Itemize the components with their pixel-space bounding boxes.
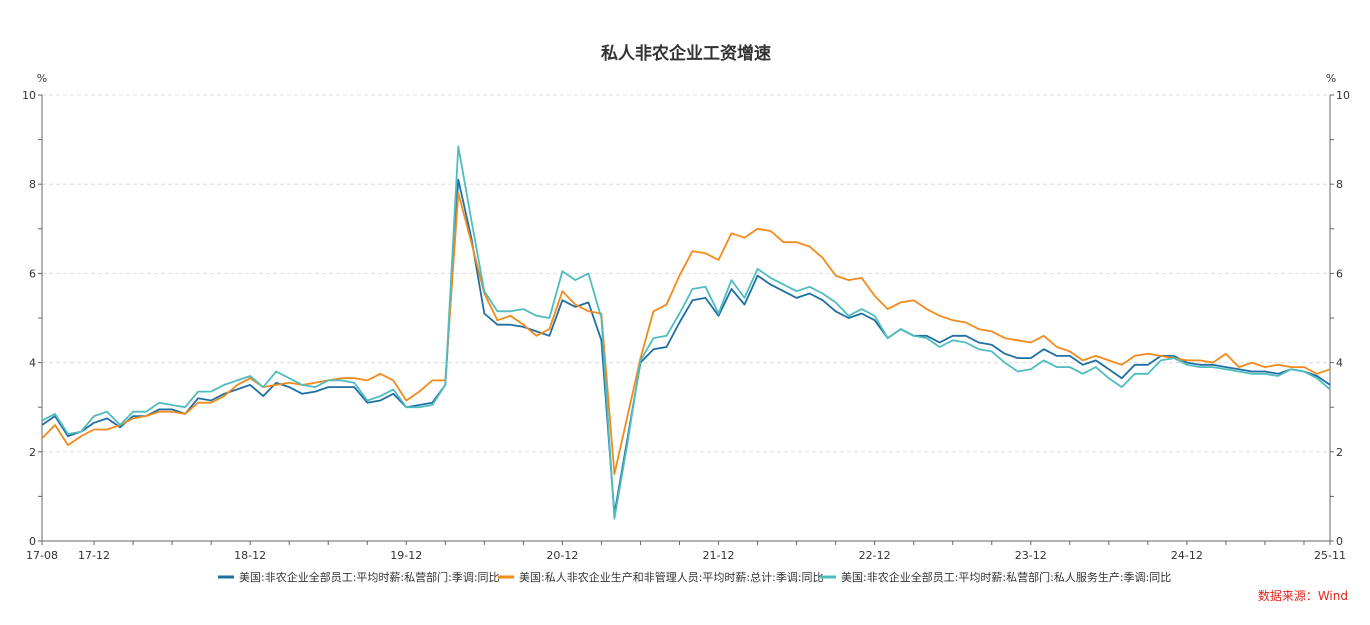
x-tick-label: 22-12 — [859, 549, 891, 562]
y-tick-label-left: 0 — [29, 535, 36, 548]
y-tick-label-right: 10 — [1336, 89, 1350, 102]
x-tick-label: 25-11 — [1314, 549, 1346, 562]
x-tick-label: 19-12 — [390, 549, 422, 562]
x-tick-label: 23-12 — [1015, 549, 1047, 562]
axes: 0 0 2 2 4 4 6 6 8 8 10 10 17-08 17-12 18-12 19-12 20-12 2… — [22, 89, 1350, 562]
series-line-1 — [41, 178, 1331, 516]
y-tick-label-left: 6 — [29, 267, 36, 280]
legend: 美国:非农企业全部员工:平均时薪:私营部门:季调:同比 美国:私人非农企业生产和非… — [218, 570, 1171, 584]
legend-label: 美国:非农企业全部员工:平均时薪:私营部门:私人服务生产:季调:同比 — [841, 570, 1171, 584]
left-axis-unit: % — [37, 72, 47, 85]
gridlines — [42, 94, 1330, 453]
series-line-3 — [41, 145, 1331, 520]
data-source: 数据来源：Wind — [1258, 588, 1348, 603]
series-lines — [41, 145, 1331, 520]
series-line-2 — [41, 192, 1331, 476]
y-tick-label-right: 6 — [1336, 267, 1343, 280]
right-axis-unit: % — [1326, 72, 1336, 85]
y-tick-label-left: 4 — [29, 357, 36, 370]
legend-label: 美国:非农企业全部员工:平均时薪:私营部门:季调:同比 — [239, 570, 500, 584]
x-tick-label: 24-12 — [1171, 549, 1203, 562]
y-tick-label-right: 2 — [1336, 446, 1343, 459]
y-tick-label-right: 0 — [1336, 535, 1343, 548]
chart-title: 私人非农企业工资增速 — [601, 43, 771, 64]
y-tick-label-right: 4 — [1336, 357, 1343, 370]
x-tick-label: 20-12 — [546, 549, 578, 562]
x-tick-label: 17-08 — [26, 549, 58, 562]
x-tick-label: 17-12 — [78, 549, 110, 562]
y-tick-label-left: 10 — [22, 89, 36, 102]
y-tick-label-left: 8 — [29, 178, 36, 191]
legend-label: 美国:私人非农企业生产和非管理人员:平均时薪:总计:季调:同比 — [519, 570, 824, 584]
y-tick-label-left: 2 — [29, 446, 36, 459]
x-tick-label: 21-12 — [703, 549, 735, 562]
y-tick-label-right: 8 — [1336, 178, 1343, 191]
x-tick-label: 18-12 — [234, 549, 266, 562]
